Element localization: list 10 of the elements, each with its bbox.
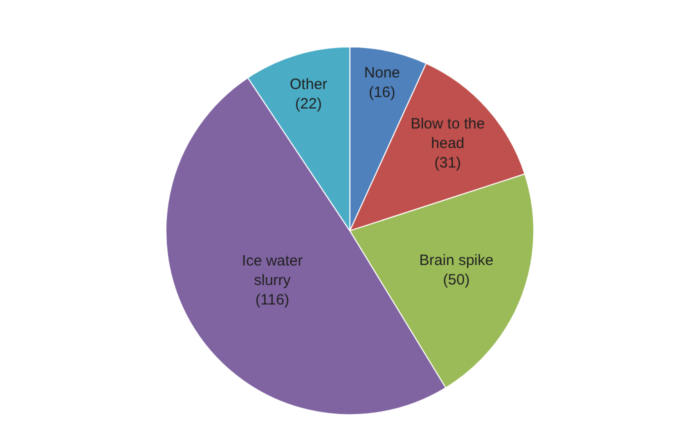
- slice-label: None: [364, 64, 400, 82]
- data-label: (50): [443, 271, 470, 288]
- slice-label: Brain spike: [419, 252, 494, 269]
- slice-label: Ice water slurry: [242, 252, 303, 289]
- data-label: (116): [255, 291, 290, 308]
- data-label: (31): [434, 154, 462, 172]
- data-label: (16): [368, 84, 396, 101]
- slice-label: Blow to the head: [410, 115, 485, 152]
- data-label: (22): [295, 96, 322, 113]
- slice-label: Other: [290, 76, 328, 94]
